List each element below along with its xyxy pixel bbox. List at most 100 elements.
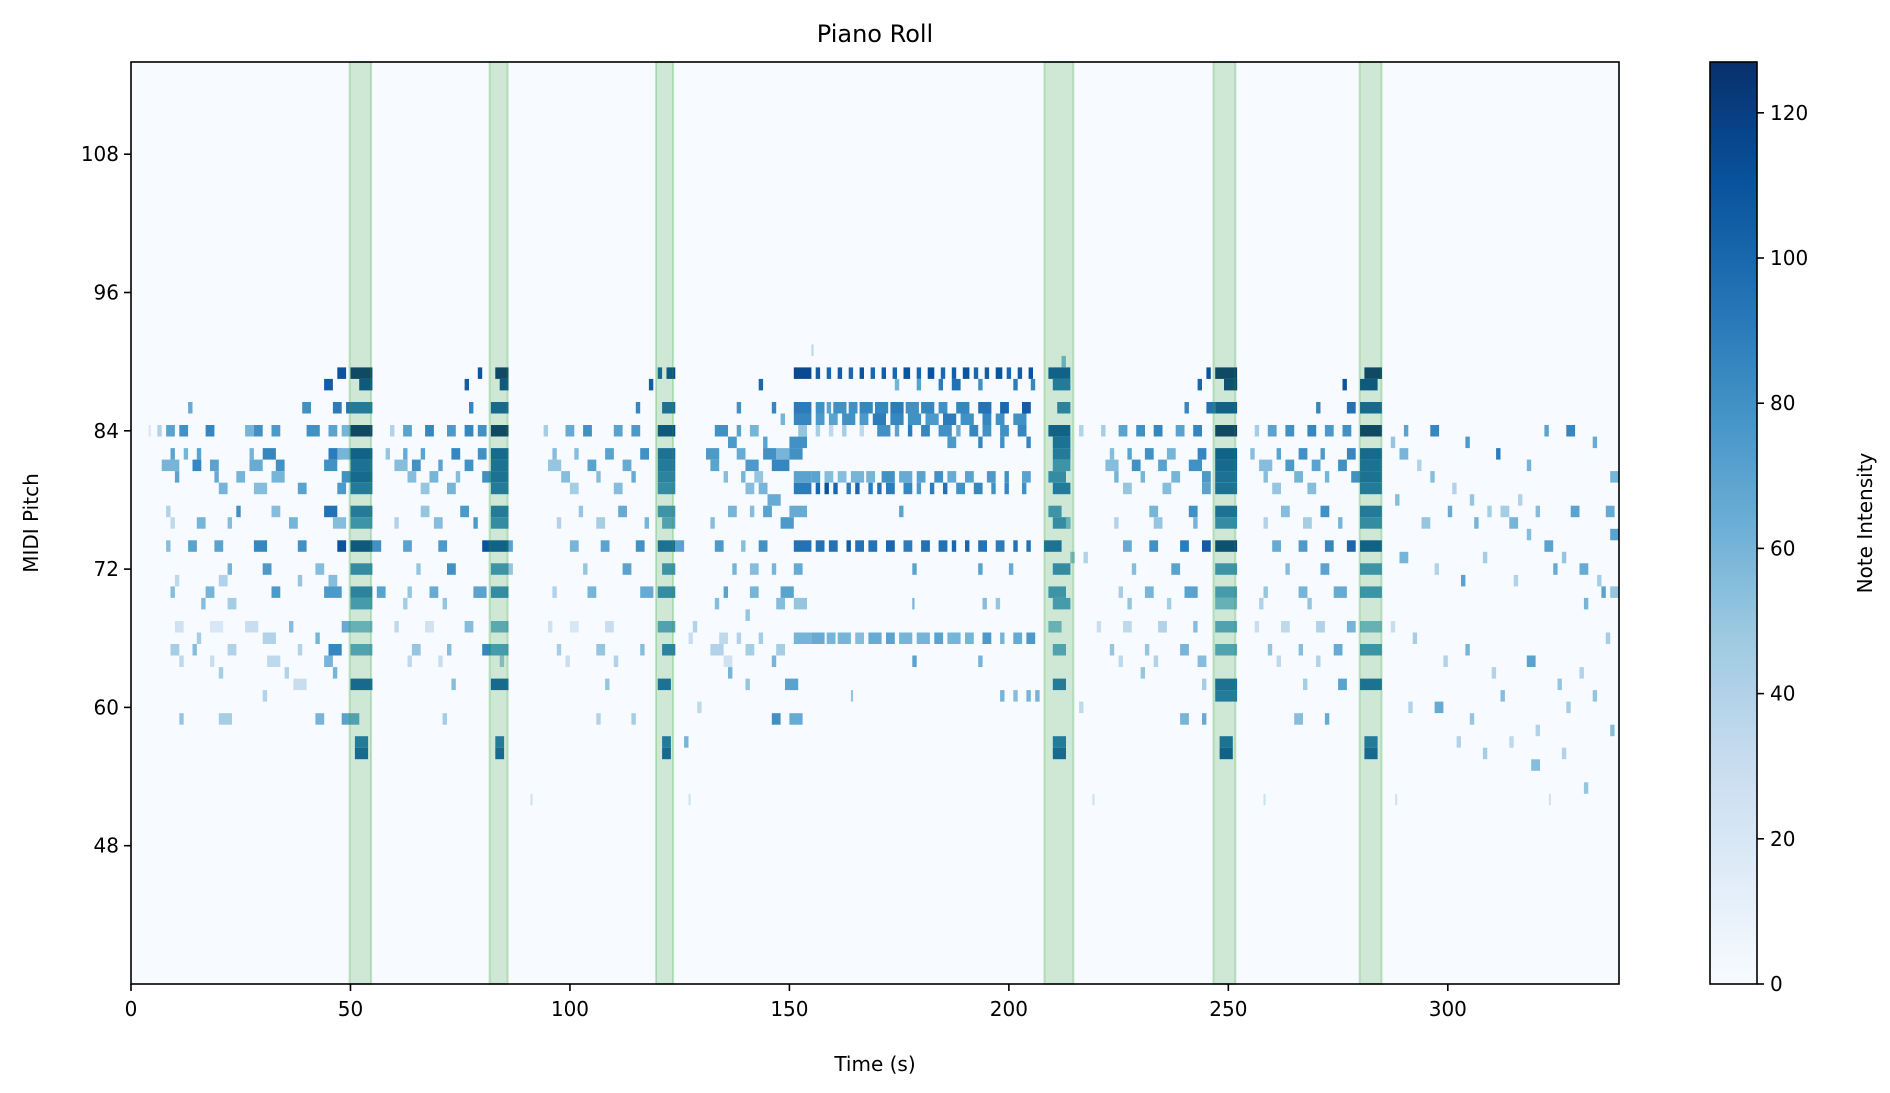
note [561, 471, 570, 483]
note [657, 471, 676, 483]
note [745, 644, 755, 656]
note [798, 425, 807, 437]
note [1153, 517, 1163, 529]
note [166, 540, 171, 552]
note [433, 517, 443, 529]
note [850, 690, 854, 702]
note [965, 632, 974, 644]
note [1263, 586, 1268, 598]
note [811, 471, 821, 483]
x-tick-label: 100 [551, 997, 589, 1021]
note [411, 644, 421, 656]
note [495, 747, 505, 760]
note [1022, 482, 1027, 495]
note [490, 621, 509, 633]
note [1123, 540, 1132, 552]
chart-title: Piano Roll [817, 20, 933, 48]
note [728, 436, 737, 449]
note [1500, 690, 1505, 702]
note [1131, 563, 1137, 575]
note [1465, 644, 1470, 656]
note [214, 540, 224, 552]
note [1153, 655, 1159, 667]
note [1399, 448, 1409, 460]
note [815, 402, 825, 414]
note [464, 378, 469, 391]
note [600, 540, 610, 552]
note [855, 482, 860, 495]
note [688, 632, 693, 644]
note [1360, 563, 1382, 575]
note [1013, 690, 1018, 702]
note [710, 517, 715, 529]
note [1579, 563, 1589, 575]
note [927, 367, 935, 379]
note [947, 471, 957, 483]
note [508, 540, 513, 552]
note [218, 574, 228, 587]
note [978, 540, 987, 552]
note [1215, 586, 1238, 598]
note [499, 655, 505, 667]
note [245, 621, 259, 633]
note [1535, 724, 1540, 737]
highlight-band [1043, 61, 1075, 985]
note [341, 471, 351, 483]
note [490, 448, 509, 460]
colorbar-tick-label: 80 [1770, 391, 1795, 415]
note [1030, 378, 1036, 391]
note [875, 402, 889, 414]
note [188, 402, 193, 414]
note [174, 621, 184, 633]
note [1346, 448, 1356, 460]
note [442, 597, 447, 610]
note [1048, 505, 1062, 518]
note [1518, 494, 1523, 506]
note [815, 482, 821, 495]
note [848, 402, 858, 414]
note [1065, 517, 1071, 529]
note [161, 459, 180, 472]
note [1105, 459, 1119, 472]
note [1360, 505, 1382, 518]
note [710, 459, 720, 472]
note [227, 517, 232, 529]
note [196, 517, 206, 529]
note [828, 425, 834, 437]
note [1013, 378, 1018, 391]
note [284, 667, 289, 679]
note [1324, 540, 1334, 552]
note [1026, 632, 1036, 644]
note [236, 471, 246, 483]
note [490, 459, 509, 472]
note [1272, 482, 1281, 495]
note [1583, 782, 1589, 794]
note [376, 586, 386, 598]
note [315, 563, 325, 575]
note [1333, 644, 1343, 656]
note [978, 563, 983, 575]
note [605, 678, 610, 691]
note [1109, 644, 1115, 656]
note [710, 644, 724, 656]
colorbar-tick-label: 0 [1770, 972, 1783, 996]
note [552, 586, 557, 598]
note [921, 425, 930, 437]
note [758, 378, 764, 391]
note [1338, 459, 1347, 472]
note [736, 632, 742, 644]
note [793, 597, 807, 610]
note [482, 644, 491, 656]
note [916, 632, 930, 644]
note [943, 413, 957, 425]
note [666, 367, 676, 379]
note [833, 482, 838, 495]
notes-layer [148, 344, 1619, 806]
note [978, 378, 983, 391]
note [763, 505, 772, 518]
note [1364, 736, 1378, 748]
note [1259, 459, 1273, 472]
note [1048, 586, 1066, 598]
note [297, 482, 307, 495]
note [793, 540, 812, 552]
